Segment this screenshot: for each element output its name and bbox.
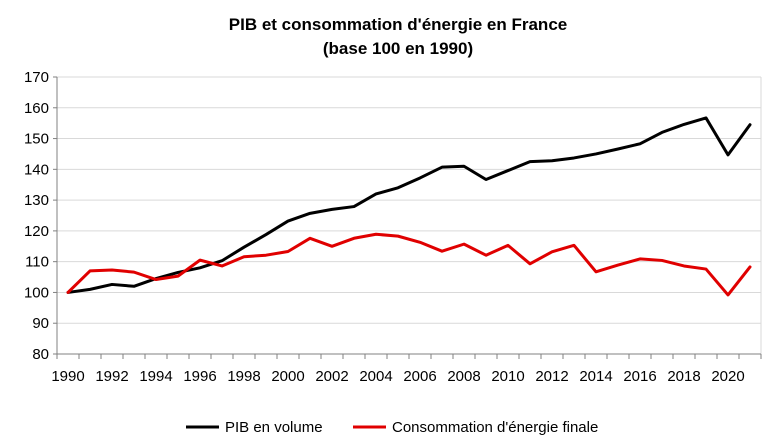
series-line-0 [66, 116, 752, 294]
x-tick-label: 2006 [403, 368, 436, 385]
series-line-1 [66, 232, 752, 297]
y-tick-label: 160 [24, 100, 49, 117]
legend-label: PIB en volume [225, 419, 323, 436]
chart-subtitle: (base 100 en 1990) [323, 39, 473, 58]
axes: 80 90 100 110 120 130 140 150 160 170 1990 1992 1994… [24, 69, 762, 385]
x-tick-label: 2004 [359, 368, 392, 385]
legend-label: Consommation d'énergie finale [392, 419, 598, 436]
y-tick-label: 150 [24, 131, 49, 148]
y-tick-label: 80 [32, 346, 49, 363]
x-tick-label: 2018 [667, 368, 700, 385]
y-tick-label: 100 [24, 284, 49, 301]
x-tick-label: 2000 [271, 368, 304, 385]
gridlines [57, 76, 762, 354]
x-tick-label: 1990 [51, 368, 84, 385]
y-tick-label: 170 [24, 69, 49, 86]
x-tick-label: 2002 [315, 368, 348, 385]
x-tick-label: 1998 [227, 368, 260, 385]
x-tick-label: 2008 [447, 368, 480, 385]
x-tick-label: 1994 [139, 368, 172, 385]
x-tick-label: 2014 [579, 368, 612, 385]
y-tick-label: 90 [32, 315, 49, 332]
x-tick-label: 2020 [711, 368, 744, 385]
x-tick-label: 2016 [623, 368, 656, 385]
y-tick-label: 140 [24, 161, 49, 178]
y-tick-label: 110 [25, 254, 49, 271]
series-lines [66, 116, 752, 297]
x-tick-label: 2010 [491, 368, 524, 385]
y-tick-label: 120 [24, 223, 49, 240]
x-tick-label: 1996 [183, 368, 216, 385]
chart-title: PIB et consommation d'énergie en France [229, 15, 567, 34]
legend: PIB en volume Consommation d'énergie fina… [186, 419, 598, 436]
x-tick-label: 2012 [535, 368, 568, 385]
y-tick-label: 130 [24, 192, 49, 209]
x-tick-label: 1992 [95, 368, 128, 385]
